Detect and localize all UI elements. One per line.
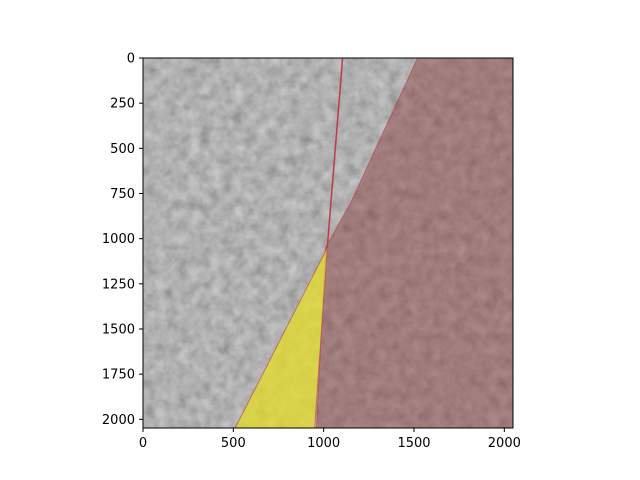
x-tick-label: 0 (139, 436, 147, 451)
y-axis: 0 250 500 750 1000 1250 1500 1750 2000 (102, 52, 143, 428)
y-tick-label: 500 (110, 142, 135, 157)
x-tick-label: 1000 (307, 436, 340, 451)
y-tick-label: 1250 (102, 277, 135, 292)
region-yellow-region (234, 247, 328, 428)
y-tick-label: 1000 (102, 232, 135, 247)
x-tick-label: 2000 (488, 436, 521, 451)
x-tick-label: 500 (221, 436, 246, 451)
axes-frame (142, 57, 514, 429)
y-tick-label: 0 (127, 52, 135, 67)
overlay-regions (234, 58, 513, 428)
x-axis: 0 500 1000 1500 2000 (139, 428, 521, 451)
y-tick-label: 1500 (102, 322, 135, 337)
x-tick-label: 1500 (397, 436, 430, 451)
y-tick-label: 2000 (102, 413, 135, 428)
red-line (326, 58, 344, 248)
overlay-lines (326, 58, 344, 248)
plot-area (142, 57, 514, 429)
region-red-region (315, 58, 513, 428)
y-tick-label: 1750 (102, 368, 135, 383)
y-tick-label: 750 (110, 187, 135, 202)
y-tick-label: 250 (110, 97, 135, 112)
